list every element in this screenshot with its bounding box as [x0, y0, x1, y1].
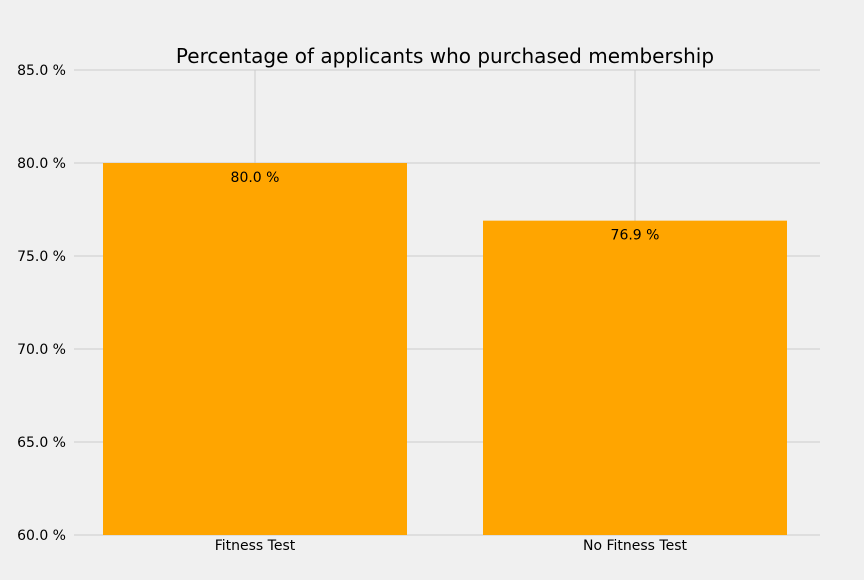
bar [103, 163, 407, 535]
x-axis-ticks: Fitness Test No Fitness Test [215, 538, 688, 554]
y-axis-ticks: 60.0 % 65.0 % 70.0 % 75.0 % 80.0 % 85.0 % [17, 63, 66, 544]
y-tick-label: 75.0 % [17, 249, 66, 265]
x-tick-label: Fitness Test [215, 538, 296, 554]
chart-title: Percentage of applicants who purchased m… [176, 44, 714, 68]
bars [103, 163, 787, 535]
y-tick-label: 85.0 % [17, 63, 66, 79]
data-label: 80.0 % [231, 170, 280, 186]
y-tick-label: 70.0 % [17, 342, 66, 358]
y-tick-label: 65.0 % [17, 435, 66, 451]
y-tick-label: 80.0 % [17, 156, 66, 172]
data-labels: 80.0 % 76.9 % [231, 170, 660, 244]
x-tick-label: No Fitness Test [583, 538, 688, 554]
data-label: 76.9 % [611, 228, 660, 244]
y-tick-label: 60.0 % [17, 528, 66, 544]
bar [483, 220, 787, 535]
